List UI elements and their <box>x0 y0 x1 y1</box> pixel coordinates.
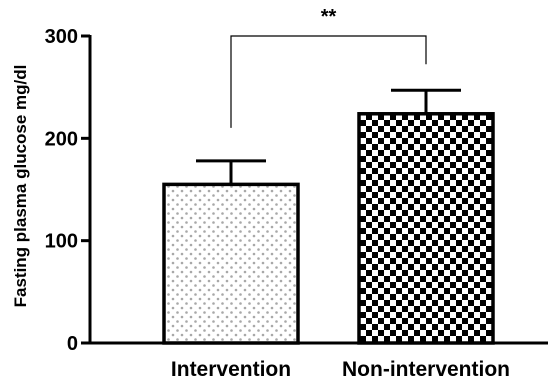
error-bars-layer <box>196 88 461 185</box>
y-tick-label: 0 <box>67 333 78 355</box>
significance-bracket <box>230 35 427 128</box>
y-axis-title: Fasting plasma glucose mg/dl <box>11 65 30 308</box>
bar-non-intervention <box>357 112 495 345</box>
category-label: Intervention <box>171 358 291 381</box>
y-tick-label: 200 <box>45 128 78 150</box>
significance-label: ** <box>321 6 337 28</box>
category-label: Non-intervention <box>342 358 510 381</box>
y-tick-label: 100 <box>45 231 78 253</box>
category-labels-layer: Intervention Non-intervention <box>171 358 510 381</box>
y-ticks-layer: 0 100 200 300 <box>45 26 90 355</box>
bars-layer <box>162 112 495 345</box>
bar-intervention <box>162 182 300 345</box>
y-tick-label: 300 <box>45 26 78 48</box>
